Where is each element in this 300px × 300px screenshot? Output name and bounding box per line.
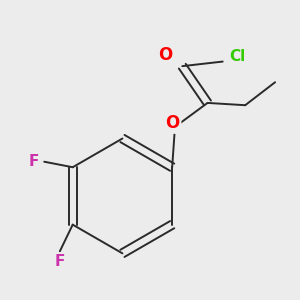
Text: O: O bbox=[158, 46, 172, 64]
Text: F: F bbox=[55, 254, 65, 269]
Text: F: F bbox=[29, 154, 39, 169]
Text: Cl: Cl bbox=[229, 49, 245, 64]
Text: O: O bbox=[166, 114, 180, 132]
